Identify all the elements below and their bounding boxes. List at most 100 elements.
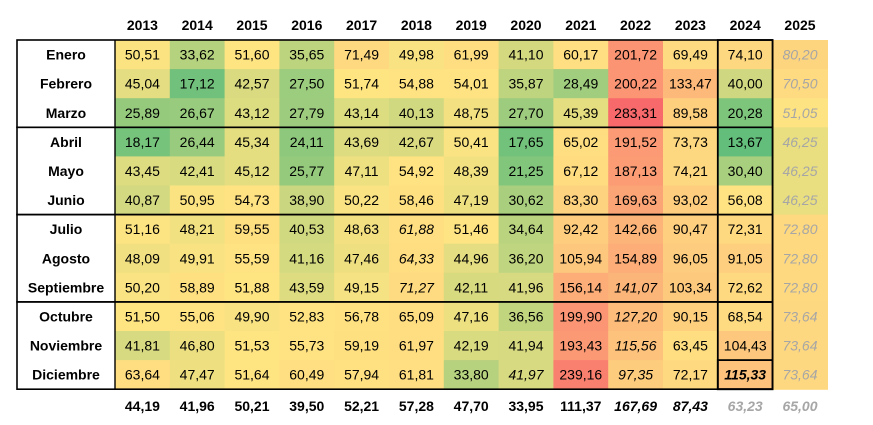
heatmap-cell <box>279 243 335 274</box>
total-value: 167,69 <box>614 398 657 414</box>
cell-value: 74,10 <box>728 47 763 63</box>
heatmap-cell <box>717 214 774 245</box>
heatmap-cell <box>169 98 226 128</box>
heatmap-cell <box>389 272 445 303</box>
heatmap-cell <box>224 331 280 361</box>
heatmap-cell <box>553 40 609 70</box>
cell-value: 72,80 <box>782 250 817 266</box>
year-header-2013: 2013 <box>127 17 158 33</box>
total-value: 47,70 <box>454 398 489 414</box>
cell-value: 48,39 <box>454 163 489 179</box>
year-header-2021: 2021 <box>565 17 596 33</box>
heatmap-cell <box>717 272 774 303</box>
heatmap-cell <box>224 360 280 390</box>
cell-value: 55,73 <box>289 338 324 354</box>
cell-value: 25,77 <box>289 163 324 179</box>
heatmap-cell <box>389 331 445 361</box>
month-label-julio: Julio <box>50 221 83 237</box>
cell-value: 46,25 <box>782 192 817 208</box>
heatmap-cell <box>389 214 445 245</box>
cell-value: 141,07 <box>614 279 658 295</box>
heatmap-cell <box>334 301 390 332</box>
cell-value: 40,00 <box>728 76 763 92</box>
heatmap-cell <box>224 185 280 216</box>
total-value: 41,96 <box>180 398 215 414</box>
cell-value: 25,89 <box>125 105 160 121</box>
heatmap-cell <box>389 40 445 70</box>
cell-value: 127,20 <box>614 308 657 324</box>
heatmap-cell <box>443 185 500 216</box>
month-label-septiembre: Septiembre <box>28 279 104 295</box>
heatmap-cell <box>279 301 335 332</box>
heatmap-cell <box>279 185 335 216</box>
cell-value: 191,52 <box>614 134 657 150</box>
month-label-agosto: Agosto <box>42 250 90 266</box>
heatmap-cell <box>169 272 226 303</box>
cell-value: 239,16 <box>559 367 602 383</box>
heatmap-cell <box>224 69 280 99</box>
cell-value: 45,34 <box>234 134 269 150</box>
cell-value: 40,87 <box>125 192 160 208</box>
heatmap-cell <box>608 40 664 70</box>
heatmap-cell <box>443 69 500 99</box>
cell-value: 35,65 <box>289 47 324 63</box>
heatmap-cell <box>498 185 554 216</box>
cell-value: 44,96 <box>454 250 489 266</box>
cell-value: 48,75 <box>454 105 489 121</box>
heatmap-cell <box>553 331 609 361</box>
heatmap-cell <box>608 360 664 390</box>
heatmap-cell <box>772 301 828 332</box>
heatmap-cell <box>498 243 554 274</box>
cell-value: 42,19 <box>454 338 489 354</box>
heatmap-cell <box>169 127 226 157</box>
cell-value: 17,12 <box>180 76 215 92</box>
cell-value: 27,70 <box>508 105 543 121</box>
heatmap-cell <box>498 360 554 390</box>
cell-value: 73,64 <box>782 367 817 383</box>
total-value: 57,28 <box>399 398 434 414</box>
cell-value: 41,10 <box>508 47 543 63</box>
cell-value: 50,41 <box>454 134 489 150</box>
heatmap-cell <box>498 127 554 157</box>
month-label-diciembre: Diciembre <box>32 367 100 383</box>
cell-value: 54,73 <box>234 192 269 208</box>
cell-value: 193,43 <box>559 338 602 354</box>
total-value: 44,19 <box>125 398 160 414</box>
heatmap-cell <box>608 331 664 361</box>
cell-value: 21,25 <box>508 163 543 179</box>
heatmap-cell <box>224 156 280 187</box>
cell-value: 71,49 <box>344 47 379 63</box>
cell-value: 58,46 <box>399 192 434 208</box>
heatmap-cell <box>334 69 390 99</box>
heatmap-cell <box>279 214 335 245</box>
month-label-marzo: Marzo <box>46 105 86 121</box>
heatmap-cell <box>169 243 226 274</box>
heatmap-cell <box>115 301 171 332</box>
cell-value: 35,87 <box>508 76 543 92</box>
cell-value: 13,67 <box>728 134 763 150</box>
cell-value: 54,92 <box>399 163 434 179</box>
heatmap-cell <box>498 98 554 128</box>
heatmap-cell <box>772 127 828 157</box>
cell-value: 26,44 <box>180 134 215 150</box>
cell-value: 51,60 <box>234 47 269 63</box>
month-label-enero: Enero <box>46 47 86 63</box>
heatmap-cell <box>717 301 774 332</box>
cell-value: 41,97 <box>508 367 544 383</box>
heatmap-cell <box>334 40 390 70</box>
cell-value: 68,54 <box>728 308 763 324</box>
month-label-junio: Junio <box>47 192 84 208</box>
heatmap-cell <box>169 331 226 361</box>
cell-value: 43,14 <box>344 105 379 121</box>
heatmap-cell <box>772 185 828 216</box>
heatmap-cell <box>553 272 609 303</box>
cell-value: 49,98 <box>399 47 434 63</box>
heatmap-cell <box>115 98 171 128</box>
heatmap-cell <box>608 272 664 303</box>
cell-value: 93,02 <box>673 192 708 208</box>
total-value: 63,23 <box>728 398 763 414</box>
heatmap-cell <box>169 185 226 216</box>
heatmap-cell <box>663 185 719 216</box>
heatmap-cell <box>443 301 500 332</box>
cell-value: 47,11 <box>345 163 379 179</box>
